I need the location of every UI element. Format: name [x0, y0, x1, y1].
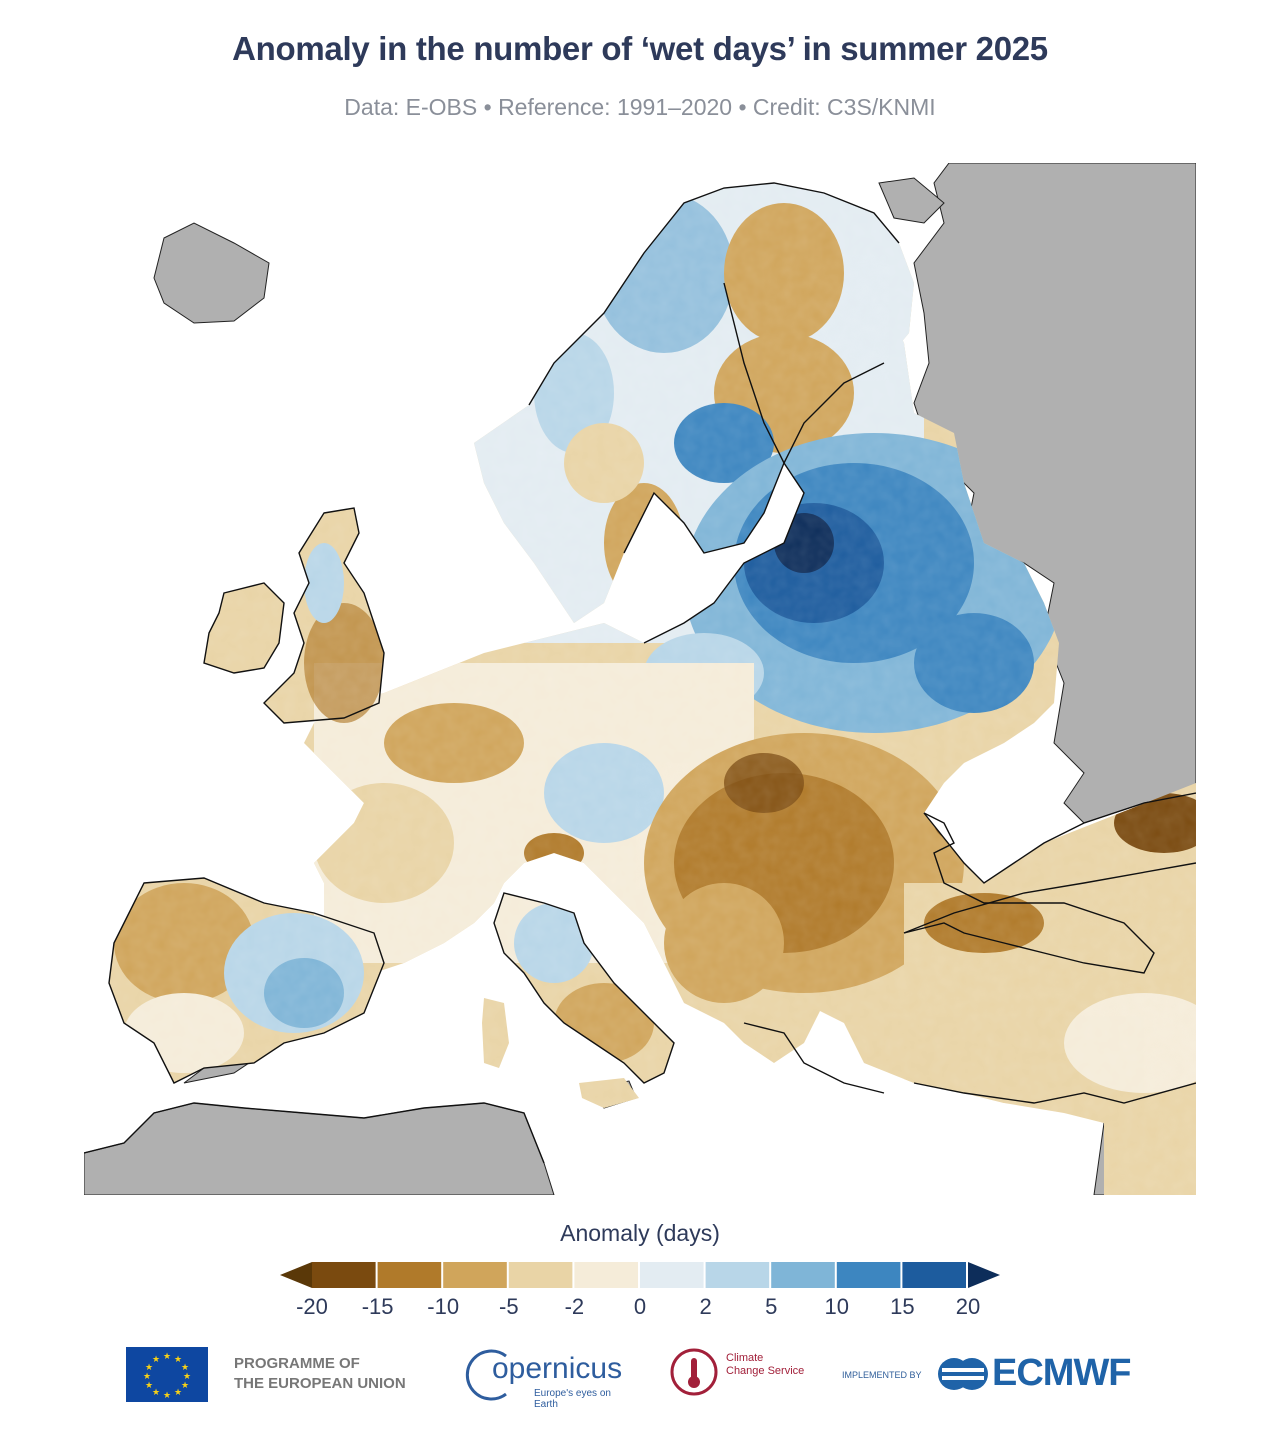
- colorbar-tick-label: 5: [765, 1294, 778, 1319]
- svg-text:★: ★: [152, 1355, 160, 1365]
- ecmwf-logo: ECMWF: [936, 1352, 1166, 1396]
- eu-programme-label: PROGRAMME OF THE EUROPEAN UNION: [234, 1355, 406, 1392]
- copernicus-tagline: Europe's eyes on Earth: [534, 1388, 611, 1410]
- svg-text:★: ★: [163, 1352, 171, 1362]
- c3s-logo: Climate Change Service: [668, 1346, 818, 1404]
- colorbar-tick-label: 2: [699, 1294, 712, 1319]
- colorbar-segment: [902, 1262, 966, 1288]
- colorbar-tick-label: 20: [955, 1294, 981, 1319]
- page-subtitle: Data: E-OBS • Reference: 1991–2020 • Cre…: [344, 94, 936, 120]
- implemented-by-label: IMPLEMENTED BY: [842, 1370, 922, 1380]
- eu-flag-icon: ★ ★ ★ ★ ★ ★ ★ ★ ★ ★ ★ ★: [126, 1347, 208, 1402]
- colorbar-over-arrow: [968, 1262, 1000, 1288]
- colorbar-segment: [836, 1262, 901, 1288]
- logo-strip: ★ ★ ★ ★ ★ ★ ★ ★ ★ ★ ★ ★ PROGRAMME OF THE EUROPEA…: [0, 1330, 1280, 1440]
- page-title: Anomaly in the number of ‘wet days’ in s…: [232, 30, 1048, 67]
- colorbar-tick-label: 15: [890, 1294, 915, 1319]
- coastlines: [84, 182, 1196, 1164]
- colorbar-segment: [377, 1262, 442, 1288]
- colorbar-segment: [508, 1262, 573, 1288]
- colorbar-tick-label: 10: [824, 1294, 850, 1319]
- svg-text:★: ★: [152, 1388, 160, 1398]
- svg-text:★: ★: [163, 1391, 171, 1401]
- ecmwf-wordmark: ECMWF: [992, 1352, 1132, 1394]
- svg-text:★: ★: [174, 1388, 182, 1398]
- colorbar-segment: [771, 1262, 835, 1288]
- svg-text:★: ★: [181, 1363, 189, 1373]
- svg-text:★: ★: [143, 1372, 151, 1382]
- copernicus-logo: opernicus Europe's eyes on Earth: [464, 1346, 624, 1410]
- colorbar-tick-label: -5: [499, 1294, 519, 1319]
- colorbar-segment: [705, 1262, 770, 1288]
- colorbar-tick-label: -15: [361, 1294, 394, 1319]
- colorbar-tick-label: -2: [564, 1294, 585, 1319]
- colorbar: [280, 1262, 1000, 1288]
- colorbar-segment: [574, 1262, 638, 1288]
- svg-text:★: ★: [145, 1381, 153, 1391]
- colorbar-tick-label: 0: [633, 1294, 647, 1319]
- c3s-line1: Climate: [726, 1352, 764, 1364]
- colorbar-segment: [443, 1262, 507, 1288]
- svg-text:★: ★: [174, 1355, 182, 1365]
- colorbar-tick-label: -10: [427, 1294, 460, 1319]
- anomaly-map: [84, 163, 1196, 1195]
- colorbar-segment: [312, 1262, 376, 1288]
- copernicus-wordmark: opernicus: [492, 1352, 623, 1385]
- svg-text:★: ★: [145, 1363, 153, 1373]
- svg-text:★: ★: [183, 1372, 191, 1382]
- svg-text:★: ★: [181, 1381, 189, 1391]
- c3s-line2: Change Service: [726, 1365, 805, 1377]
- legend-title: Anomaly (days): [560, 1220, 720, 1246]
- colorbar-under-arrow: [280, 1262, 312, 1288]
- colorbar-tick-label: -20: [296, 1294, 328, 1319]
- colorbar-segment: [640, 1262, 704, 1288]
